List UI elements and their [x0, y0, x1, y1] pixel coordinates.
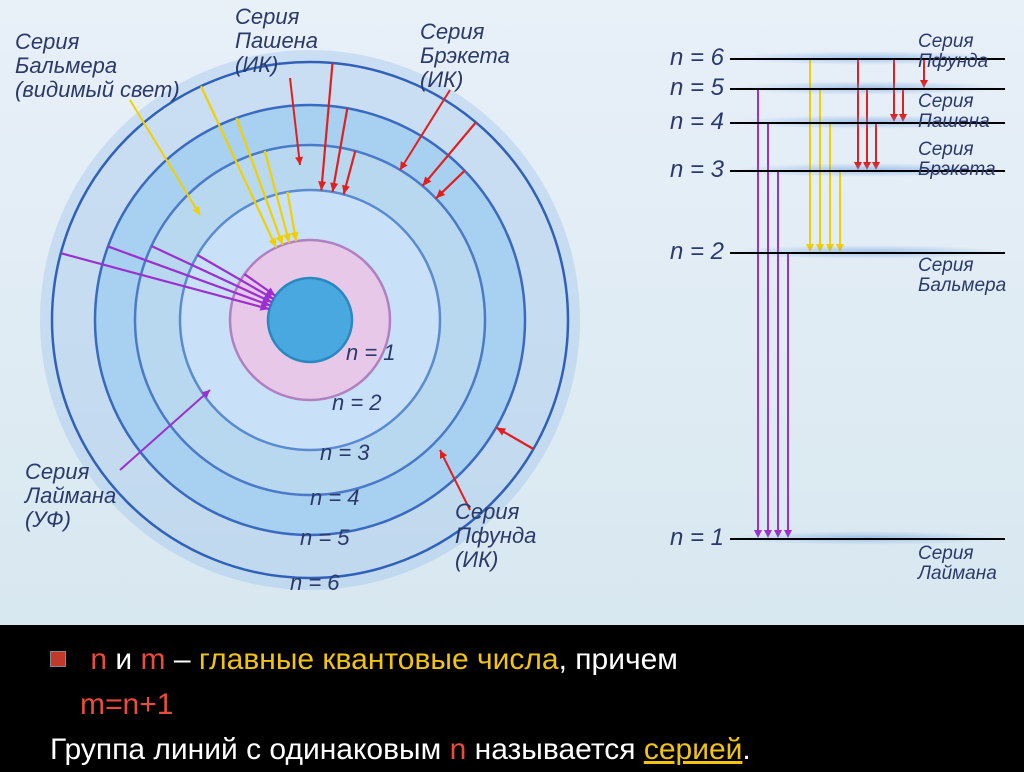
orbit-n-4: n = 4: [310, 485, 360, 511]
bullet-icon: [50, 651, 66, 667]
level-line-n5: [730, 88, 1005, 90]
t-m: m: [140, 643, 165, 676]
orbit-n-1: n = 1: [346, 340, 396, 366]
level-n-5: n = 5: [670, 74, 724, 102]
level-n-1: n = 1: [670, 524, 724, 552]
series-label-4: СерияЛаймана: [918, 544, 997, 584]
orbit-n-6: n = 6: [290, 570, 340, 596]
label-pfund: СерияПфунда(ИК): [455, 500, 536, 573]
t-and: и: [115, 643, 132, 676]
t3a: Группа линий с одинаковым: [50, 733, 441, 766]
caption-line1: n и m – главные квантовые числа, причем: [50, 637, 994, 682]
level-line-n1: [730, 538, 1005, 540]
label-paschen: СерияПашена(ИК): [235, 5, 318, 78]
level-n-6: n = 6: [670, 44, 724, 72]
orbit-n-2: n = 2: [332, 390, 382, 416]
series-label-2: СерияБрэкета: [918, 140, 996, 180]
diagram-area: СерияБальмера(видимый свет) СерияПашена(И…: [0, 0, 1024, 625]
t-dash: –: [174, 643, 191, 676]
t-and2: , причем: [559, 643, 678, 676]
orbit-diagram: СерияБальмера(видимый свет) СерияПашена(И…: [0, 0, 640, 625]
label-balmer: СерияБальмера(видимый свет): [15, 30, 180, 103]
t3e: .: [742, 733, 750, 766]
orbit-n-3: n = 3: [320, 440, 370, 466]
t-n: n: [90, 643, 107, 676]
level-n-3: n = 3: [670, 156, 724, 184]
t3b: n: [450, 733, 467, 766]
caption-area: n и m – главные квантовые числа, причем …: [0, 625, 1024, 767]
level-n-4: n = 4: [670, 108, 724, 136]
t-main: главные квантовые числа: [199, 643, 559, 676]
label-lyman: СерияЛаймана(УФ): [25, 460, 116, 533]
orbit-n-5: n = 5: [300, 525, 350, 551]
t3d: серией: [644, 733, 743, 766]
label-brackett: СерияБрэкета(ИК): [420, 20, 510, 93]
t3c: называется: [475, 733, 636, 766]
caption-line2: m=n+1: [50, 682, 994, 727]
level-line-n2: [730, 252, 1005, 254]
series-label-1: СерияПашена: [918, 92, 990, 132]
level-n-2: n = 2: [670, 238, 724, 266]
caption-line3: Группа линий с одинаковым n называется с…: [50, 727, 994, 772]
series-label-0: СерияПфунда: [918, 32, 988, 72]
energy-level-diagram: n = 6n = 5 n = 4 n = 3 n = 2 n = 1 СерияПфунд…: [640, 0, 1024, 625]
series-label-3: СерияБальмера: [918, 256, 1006, 296]
